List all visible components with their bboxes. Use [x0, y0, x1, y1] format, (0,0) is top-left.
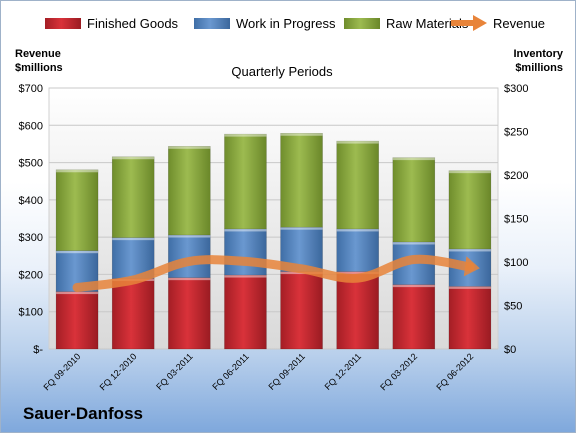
category-label: FQ 03-2011 [154, 351, 195, 392]
bar-raw-materials [392, 157, 436, 243]
bar-finished-goods [224, 274, 267, 350]
category-label: FQ 06-2012 [434, 351, 475, 392]
revenue-line [72, 254, 475, 292]
right-tick-label: $300 [504, 83, 528, 95]
legend-swatch-raw-materials [344, 18, 380, 29]
left-tick-label: $400 [19, 195, 43, 207]
bar-finished-goods [55, 291, 99, 350]
bar-raw-materials [336, 140, 379, 230]
legend-swatch-work-in-progress [194, 18, 230, 29]
revenue-arrowhead [463, 256, 480, 277]
bar-raw-materials [224, 133, 267, 230]
bar-raw-materials [448, 170, 492, 250]
bar-highlight [336, 271, 379, 275]
bar-highlight [56, 291, 99, 295]
category-label: FQ 09-2010 [41, 351, 82, 392]
bar-finished-goods [448, 286, 492, 350]
bar-highlight [112, 237, 155, 241]
right-tick-label: $50 [504, 301, 522, 313]
bar-finished-goods [336, 271, 379, 350]
bar-highlight [392, 241, 435, 245]
category-label: FQ 06-2011 [210, 351, 251, 392]
bar-highlight [280, 227, 323, 230]
bar-highlight [224, 228, 267, 232]
left-tick-label: $300 [19, 232, 43, 244]
right-axis-title-line2: $millions [515, 62, 563, 74]
bar-highlight [224, 275, 267, 278]
right-axis-title-line1: Inventory [513, 48, 563, 60]
left-axis-title-line2: $millions [15, 62, 63, 74]
bar-highlight [168, 235, 211, 238]
bar-highlight [168, 146, 211, 149]
bar-highlight [336, 141, 379, 144]
category-label: FQ 12-2010 [98, 351, 139, 392]
bar-highlight [280, 133, 323, 136]
category-label: FQ 03-2012 [378, 351, 419, 392]
left-tick-label: $100 [19, 307, 43, 319]
bar-highlight [56, 250, 99, 254]
left-tick-label: $700 [19, 83, 43, 95]
bar-finished-goods [280, 271, 323, 350]
bar-finished-goods [392, 284, 436, 350]
bar-work-in-progress [224, 228, 267, 276]
left-tick-label: $200 [19, 269, 43, 281]
bar-work-in-progress [336, 228, 379, 272]
legend-swatch-finished-goods [45, 18, 81, 29]
left-tick-label: $600 [19, 120, 43, 132]
bar-highlight [392, 157, 435, 161]
legend-label: Revenue [493, 16, 545, 31]
bar-raw-materials [168, 146, 211, 236]
legend-label: Finished Goods [87, 16, 179, 31]
bar-finished-goods [111, 278, 155, 350]
bar-highlight [448, 248, 491, 252]
bar-finished-goods [168, 277, 211, 350]
right-tick-label: $250 [504, 127, 528, 139]
bar-highlight [56, 169, 99, 173]
right-tick-label: $0 [504, 344, 516, 356]
bar-highlight [168, 277, 211, 281]
bar-highlight [112, 156, 155, 160]
chart-title: Quarterly Periods [231, 64, 333, 79]
left-tick-label: $- [33, 344, 43, 356]
right-tick-label: $100 [504, 257, 528, 269]
bar-raw-materials [55, 169, 99, 251]
bar-highlight [448, 170, 491, 174]
legend-label: Work in Progress [236, 16, 336, 31]
right-tick-label: $150 [504, 214, 528, 226]
company-name: Sauer-Danfoss [23, 404, 143, 423]
right-tick-label: $200 [504, 170, 528, 182]
legend-label: Raw Materials [386, 16, 469, 31]
bar-highlight [336, 228, 379, 232]
bar-highlight [392, 284, 435, 288]
bar-raw-materials [111, 156, 155, 238]
left-axis-title-line1: Revenue [15, 48, 61, 60]
bar-highlight [448, 286, 491, 289]
bar-raw-materials [280, 132, 323, 228]
bar-highlight [224, 134, 267, 137]
legend-arrow-revenue [473, 15, 487, 31]
category-label: FQ 09-2011 [266, 351, 307, 392]
category-label: FQ 12-2011 [323, 351, 364, 392]
left-tick-label: $500 [19, 158, 43, 170]
